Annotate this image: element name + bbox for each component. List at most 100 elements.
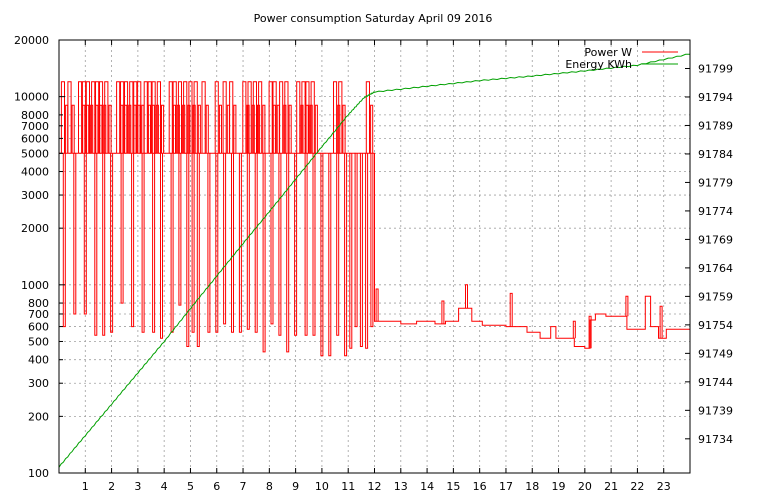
x-tick-label: 19 — [552, 480, 566, 493]
power-spike — [333, 81, 338, 154]
power-step — [65, 104, 69, 154]
x-tick-label: 20 — [578, 480, 592, 493]
power-spike — [60, 81, 65, 154]
series-power-line — [59, 152, 690, 349]
power-dip — [102, 153, 106, 336]
x-tick-label: 11 — [341, 480, 355, 493]
power-spike — [509, 292, 513, 327]
x-tick-label: 1 — [82, 480, 89, 493]
power-step — [226, 104, 230, 154]
power-spike — [305, 81, 310, 154]
y-tick-label: 7000 — [21, 120, 49, 133]
power-dip — [196, 153, 200, 347]
series-layer — [58, 53, 691, 468]
y-tick-label: 2000 — [21, 222, 49, 235]
power-spike — [229, 81, 234, 154]
power-spike — [296, 81, 301, 154]
power-dip — [83, 153, 87, 315]
power-step — [272, 104, 276, 154]
power-dip — [246, 153, 250, 330]
power-step — [276, 104, 280, 154]
y-tick-label: 20000 — [14, 34, 49, 47]
power-dip — [186, 153, 190, 347]
power-spike — [588, 315, 592, 349]
power-spike — [85, 81, 90, 154]
power-spike — [120, 81, 125, 154]
power-dip — [304, 153, 308, 336]
power-step — [314, 104, 318, 154]
y2-tick-label: 91739 — [698, 404, 733, 417]
power-spike — [284, 81, 289, 154]
power-step — [151, 104, 155, 154]
power-dip — [328, 153, 332, 357]
y2-tick-label: 91779 — [698, 176, 733, 189]
power-dip — [215, 153, 219, 333]
power-spike — [156, 81, 161, 154]
power-step — [305, 104, 309, 154]
power-step — [95, 104, 99, 154]
power-dip — [131, 153, 135, 328]
y-tick-label: 600 — [28, 321, 49, 334]
power-spike — [572, 320, 576, 339]
power-spike — [116, 81, 121, 154]
x-tick-label: 16 — [473, 480, 487, 493]
power-spike — [183, 81, 188, 154]
power-dip — [286, 153, 290, 353]
power-spike — [91, 81, 96, 154]
power-dip — [365, 153, 369, 349]
x-tick-label: 2 — [108, 480, 115, 493]
power-step — [288, 104, 292, 154]
power-spike — [168, 81, 173, 154]
power-spike — [252, 81, 257, 154]
power-spike — [222, 81, 227, 154]
power-spike — [625, 295, 629, 317]
x-tick-label: 23 — [657, 480, 671, 493]
power-step — [342, 104, 346, 154]
power-spike — [375, 288, 379, 322]
y-tick-label: 8000 — [21, 109, 49, 122]
power-spike — [247, 81, 252, 154]
y2-tick-label: 91764 — [698, 262, 733, 275]
power-dip — [160, 153, 163, 339]
power-spike — [301, 81, 306, 154]
power-spike — [338, 81, 343, 154]
y2-tick-label: 91784 — [698, 148, 733, 161]
y-tick-label: 6000 — [21, 132, 49, 145]
power-step — [370, 104, 374, 154]
y2-tick-label: 91769 — [698, 233, 733, 246]
power-step — [86, 104, 90, 154]
power-step — [99, 104, 103, 154]
power-spike — [310, 81, 315, 154]
power-step — [205, 104, 209, 154]
axis-ticks: 1 2 3 4 5 6 7 8 9 10 11 12 13 14 15 16 17 18 19 20 21 22 23100… — [14, 34, 733, 493]
y2-tick-label: 91744 — [698, 376, 733, 389]
power-dip — [178, 153, 182, 306]
power-dip — [312, 153, 316, 336]
chart-title: Power consumption Saturday April 09 2016 — [254, 12, 493, 25]
power-step — [172, 104, 176, 154]
power-dip — [110, 153, 114, 333]
power-spike — [95, 81, 100, 154]
power-spike — [124, 81, 129, 154]
power-spike — [177, 81, 182, 154]
power-spike — [268, 81, 273, 154]
power-step — [71, 104, 75, 154]
power-spike — [137, 81, 142, 154]
power-dip — [207, 153, 211, 333]
power-dip — [336, 153, 340, 336]
power-step — [82, 104, 86, 154]
y2-tick-label: 91794 — [698, 91, 733, 104]
power-dip — [94, 153, 98, 336]
power-dip — [191, 153, 195, 333]
power-dip — [254, 153, 258, 333]
y2-tick-label: 91789 — [698, 119, 733, 132]
power-dip — [73, 153, 77, 315]
x-tick-label: 7 — [240, 480, 247, 493]
power-spike — [147, 81, 152, 154]
power-dip — [349, 153, 353, 349]
y2-tick-label: 91774 — [698, 205, 733, 218]
series-energy-line — [58, 53, 691, 468]
x-tick-label: 15 — [446, 480, 460, 493]
power-spike — [99, 81, 104, 154]
